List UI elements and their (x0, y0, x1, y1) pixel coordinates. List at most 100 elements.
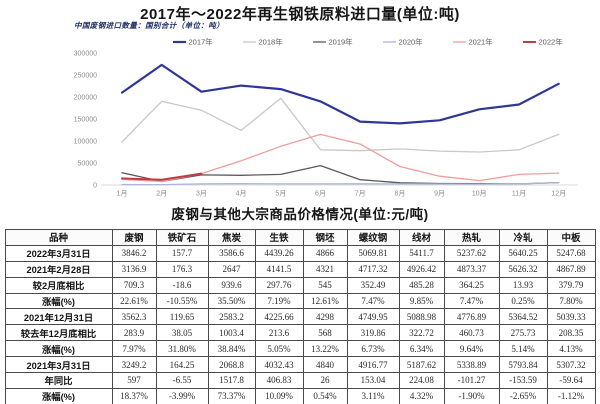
value-cell: 73.37% (207, 387, 256, 404)
value-cell: 4225.66 (254, 308, 304, 326)
table-header-cell: 热轧 (443, 229, 500, 246)
value-cell: 38.84% (207, 340, 256, 358)
series-line-2021年 (121, 133, 560, 183)
value-cell: -153.59 (498, 372, 548, 389)
value-cell: 3.11% (346, 387, 400, 404)
table-row: 涨幅(%) 22.61% -10.55% 35.50% 7.19% 12.61% 7.47%… (4, 292, 596, 310)
price-table-section: 废钢与其他大宗商品价格情况(单位:元/吨) 品种 废钢 铁矿石 焦炭 生铁 钢坯 螺纹钢 线材… (0, 201, 600, 404)
chart-title: 2017年～2022年再生钢铁原料进口量(单位:吨) (140, 6, 460, 23)
value-cell: 460.73 (443, 324, 500, 342)
table-row: 较去年12月底相比 283.9 38.05 1003.4 213.6 568 319.86 3… (4, 324, 596, 342)
x-axis-tick-label: 11月 (512, 190, 526, 198)
value-cell: 4840 (302, 356, 348, 374)
x-axis-tick-label: 1月 (117, 190, 128, 198)
x-axis-tick-label: 8月 (394, 190, 405, 198)
value-cell: -18.6 (155, 276, 209, 294)
value-cell: 13.22% (302, 340, 348, 358)
series-line-2017年 (120, 63, 560, 125)
value-cell: 5338.89 (443, 356, 500, 374)
value-cell: -1.12% (546, 387, 596, 404)
table-header-cell: 线材 (398, 229, 445, 246)
value-cell: 4867.89 (546, 260, 596, 278)
table-header-cell: 螺纹钢 (346, 229, 400, 246)
value-cell: 3846.2 (111, 244, 157, 262)
value-cell: 6.34% (398, 340, 445, 358)
series-line-2018年 (121, 97, 560, 153)
value-cell: 352.49 (346, 276, 400, 294)
import-line-chart: 0 50000 100000 150000 200000 250000 300000 1月 2月… (74, 37, 578, 198)
value-cell: 319.86 (346, 324, 400, 342)
value-cell: 5088.98 (398, 308, 445, 326)
value-cell: 485.28 (398, 276, 445, 294)
legend-label-2019年: 2019年 (329, 37, 354, 47)
value-cell: 153.04 (346, 372, 400, 389)
value-cell: 7.47% (443, 292, 500, 310)
value-cell: 3249.2 (111, 356, 157, 374)
table-row: 2021年12月31日 3562.3 119.65 2583.2 4225.66 4298… (4, 308, 596, 326)
row-label-cell: 年同比 (4, 372, 113, 389)
x-axis-tick-label: 4月 (236, 190, 247, 198)
value-cell: -101.27 (443, 372, 500, 389)
value-cell: 4032.43 (254, 356, 304, 374)
value-cell: 12.61% (302, 292, 348, 310)
value-cell: 406.83 (254, 372, 304, 389)
value-cell: 4321 (302, 260, 348, 278)
value-cell: 31.80% (155, 340, 209, 358)
x-axis-tick-label: 5月 (275, 190, 286, 198)
value-cell: 0.54% (302, 387, 348, 404)
value-cell: 22.61% (111, 292, 157, 310)
value-cell: 568 (302, 324, 348, 342)
value-cell: 176.3 (155, 260, 209, 278)
y-axis-tick-label: 0 (93, 183, 97, 190)
value-cell: -6.55 (155, 372, 209, 389)
table-row: 涨幅(%) 18.37% -3.99% 73.37% 10.09% 0.54% 3.11% 4… (4, 387, 596, 404)
value-cell: 5187.62 (398, 356, 445, 374)
value-cell: 297.76 (254, 276, 304, 294)
legend-label-2021年: 2021年 (469, 37, 494, 47)
value-cell: 35.50% (207, 292, 256, 310)
row-label-cell: 涨幅(%) (4, 387, 113, 404)
value-cell: 4916.77 (346, 356, 400, 374)
x-axis-tick-label: 7月 (355, 190, 366, 198)
value-cell: -1.90% (443, 387, 500, 404)
table-header-cell: 冷轧 (498, 229, 548, 246)
value-cell: 3586.6 (207, 244, 256, 262)
table-header-cell: 钢坯 (302, 229, 348, 246)
value-cell: 7.97% (111, 340, 157, 358)
table-row: 2021年3月31日 3249.2 164.25 2068.8 4032.43 4840 4… (4, 356, 596, 374)
x-axis-tick-label: 9月 (434, 190, 445, 198)
x-axis-tick-label: 2月 (156, 190, 167, 198)
value-cell: 2068.8 (207, 356, 256, 374)
table-header-cell: 铁矿石 (155, 229, 209, 246)
value-cell: 4.13% (546, 340, 596, 358)
value-cell: 4873.37 (443, 260, 500, 278)
chart-source-note: 中国废钢进口数量：国别合计（单位：吨） (74, 21, 225, 30)
table-row: 较2月底相比 709.3 -18.6 939.6 297.76 545 352.49 485.… (4, 276, 596, 294)
table-title: 废钢与其他大宗商品价格情况(单位:元/吨) (171, 207, 429, 222)
value-cell: 0.25% (498, 292, 548, 310)
value-cell: 4749.95 (346, 308, 400, 326)
value-cell: 709.3 (111, 276, 157, 294)
table-row: 年同比 597 -6.55 1517.8 406.83 26 153.04 224.08 -10… (4, 372, 596, 389)
row-label-cell: 较2月底相比 (4, 276, 113, 294)
value-cell: 5069.81 (346, 244, 400, 262)
value-cell: 164.25 (155, 356, 209, 374)
value-cell: 157.7 (155, 244, 209, 262)
value-cell: 4926.42 (398, 260, 445, 278)
value-cell: 18.37% (111, 387, 157, 404)
value-cell: 4439.26 (254, 244, 304, 262)
table-header-cell: 中板 (546, 229, 596, 246)
x-axis-tick-label: 10月 (472, 190, 487, 198)
row-label-cell: 涨幅(%) (4, 340, 113, 358)
table-row: 2021年2月28日 3136.9 176.3 2647 4141.5 4321 4717.… (4, 260, 596, 278)
table-body: 2022年3月31日 3846.2 157.7 3586.6 4439.26 4866 50… (4, 244, 596, 404)
value-cell: -59.64 (546, 372, 596, 389)
value-cell: 3136.9 (111, 260, 157, 278)
y-axis-tick-label: 50000 (78, 161, 98, 168)
value-cell: 224.08 (398, 372, 445, 389)
table-header-cell: 生铁 (254, 229, 304, 246)
value-cell: 545 (302, 276, 348, 294)
price-table: 品种 废钢 铁矿石 焦炭 生铁 钢坯 螺纹钢 线材 热轧 冷轧 中板 2022年3月31日 3846.… (4, 229, 596, 404)
value-cell: 5793.84 (498, 356, 548, 374)
value-cell: 2583.2 (207, 308, 256, 326)
